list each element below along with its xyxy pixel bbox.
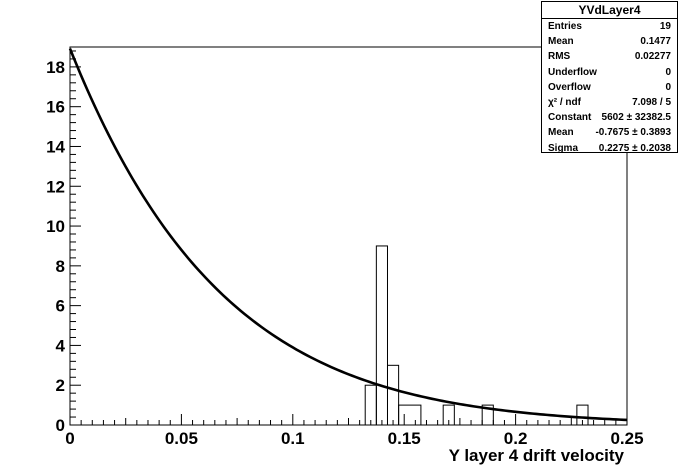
histogram-bins — [364, 245, 589, 426]
y-tick-label: 8 — [56, 257, 65, 276]
stats-row-value: 5602 ± 32382.5 — [601, 112, 671, 124]
stats-row: Sigma 0.2275 ± 0.2038 — [542, 141, 677, 156]
y-tick-label: 6 — [56, 297, 65, 316]
x-tick-label: 0.15 — [388, 429, 421, 448]
histogram-bar — [375, 245, 388, 426]
stats-row: Entries 19 — [542, 19, 677, 34]
y-axis-ticks — [70, 50, 81, 426]
x-tick-label: 0.2 — [504, 429, 528, 448]
stats-row-label: χ² / ndf — [548, 96, 581, 108]
stats-row-value: 0.02277 — [634, 51, 671, 63]
stats-row-label: Sigma — [548, 142, 579, 154]
stats-row: χ² / ndf 7.098 / 5 — [542, 95, 677, 110]
stats-row: Overflow 0 — [542, 80, 677, 95]
stats-row-label: Entries — [548, 21, 582, 32]
stats-box: YVdLayer4 Entries 19 Mean 0.1477 RMS 0.02277 U… — [541, 1, 678, 156]
x-axis-ticks — [69, 414, 628, 425]
x-tick-label: 0 — [65, 429, 74, 448]
fit-curve-layer — [68, 48, 628, 422]
x-tick-label: 0.25 — [610, 429, 643, 448]
stats-row-value: -0.7675 ± 0.3893 — [595, 127, 671, 139]
y-tick-label: 16 — [46, 98, 65, 117]
stats-row: Constant 5602 ± 32382.5 — [542, 110, 677, 125]
stats-row-value: 0 — [665, 66, 671, 78]
stats-row-label: Overflow — [548, 81, 591, 93]
stats-row-value: 7.098 / 5 — [632, 96, 671, 108]
stats-row-label: Underflow — [548, 66, 597, 78]
stats-row-value: 19 — [659, 21, 671, 32]
y-axis-tick-labels: 0 2 4 6 8 10 12 14 16 18 — [46, 58, 65, 435]
stats-row-label: Mean — [548, 127, 574, 139]
stats-row: RMS 0.02277 — [542, 49, 677, 64]
y-tick-label: 0 — [56, 416, 65, 435]
stats-row-value: 0.1477 — [640, 36, 671, 48]
stats-row: Mean -0.7675 ± 0.3893 — [542, 125, 677, 140]
stats-row-label: RMS — [548, 51, 571, 63]
stats-row: Underflow 0 — [542, 65, 677, 80]
x-axis-tick-labels: 0 0.05 0.1 0.15 0.2 0.25 — [65, 429, 643, 448]
x-axis-title: Y layer 4 drift velocity — [449, 446, 625, 465]
y-tick-label: 2 — [56, 376, 65, 395]
histogram-bar — [481, 404, 494, 426]
stats-title: YVdLayer4 — [542, 2, 677, 19]
histogram-bar — [386, 364, 400, 426]
stats-row-label: Constant — [548, 112, 592, 124]
histogram-bar — [364, 384, 377, 426]
gaussian-fit-line — [68, 48, 628, 422]
stats-rows: Entries 19 Mean 0.1477 RMS 0.02277 Underflow 0 O… — [542, 19, 677, 156]
x-tick-label: 0.05 — [165, 429, 198, 448]
stats-row-value: 0 — [665, 81, 671, 93]
y-tick-label: 18 — [46, 58, 65, 77]
y-tick-label: 14 — [46, 137, 65, 156]
y-tick-label: 12 — [46, 177, 65, 196]
stats-row-label: Mean — [548, 36, 574, 48]
y-tick-label: 4 — [56, 336, 66, 355]
x-tick-label: 0.1 — [281, 429, 305, 448]
histogram-bar — [398, 404, 422, 426]
y-tick-label: 10 — [46, 217, 65, 236]
stats-row-value: 0.2275 ± 0.2038 — [598, 142, 671, 154]
stats-row: Mean 0.1477 — [542, 34, 677, 49]
